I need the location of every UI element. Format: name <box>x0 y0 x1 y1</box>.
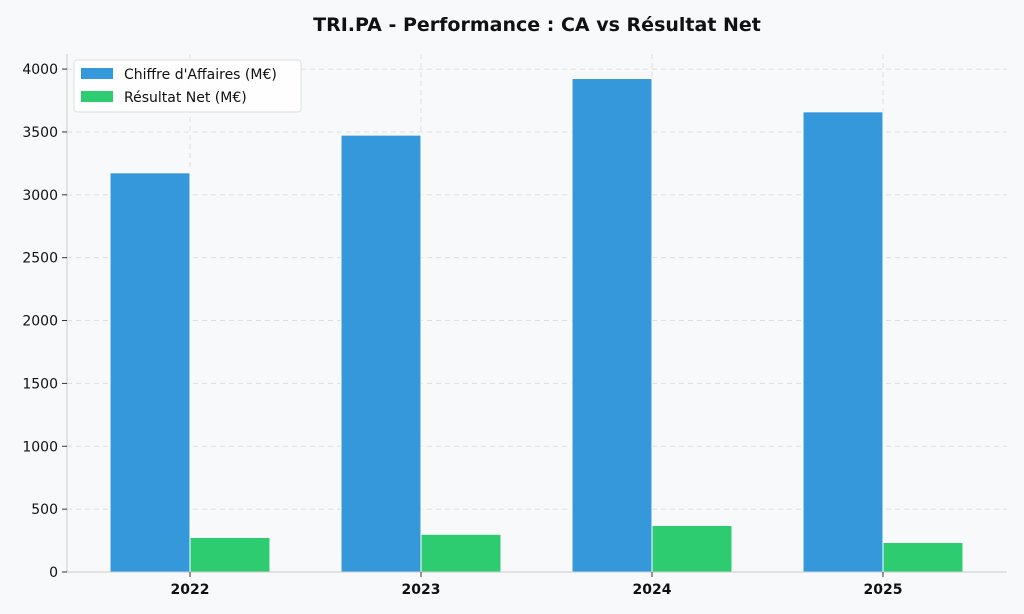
x-tick-label: 2025 <box>864 582 903 598</box>
bar-net-income-2022 <box>189 536 271 573</box>
x-axis-ticks: 2022 2023 2024 2025 <box>171 572 903 598</box>
legend-swatch <box>81 91 113 102</box>
legend-box <box>73 59 302 113</box>
x-tick-label: 2022 <box>171 582 210 598</box>
legend-swatch <box>81 68 113 79</box>
y-tick-label: 2500 <box>22 251 58 267</box>
x-tick-label: 2024 <box>633 582 672 598</box>
y-tick-label: 0 <box>49 565 58 581</box>
legend-label: Résultat Net (M€) <box>124 90 247 106</box>
y-tick-label: 1000 <box>22 439 58 455</box>
axes <box>66 54 1007 573</box>
y-tick-label: 500 <box>31 502 58 518</box>
bar-net-income-2023 <box>420 533 502 573</box>
legend-label: Chiffre d'Affaires (M€) <box>124 67 277 83</box>
y-tick-label: 3000 <box>22 188 58 204</box>
bar-net-income-2024 <box>651 524 733 573</box>
x-tick-label: 2023 <box>402 582 441 598</box>
bars <box>109 78 964 573</box>
bar-revenue-2022 <box>109 172 191 573</box>
legend: Chiffre d'Affaires (M€) Résultat Net (M€) <box>73 59 302 113</box>
y-tick-label: 1500 <box>22 376 58 392</box>
y-tick-label: 4000 <box>22 62 58 78</box>
chart-title: TRI.PA - Performance : CA vs Résultat Ne… <box>313 14 761 36</box>
y-tick-label: 3500 <box>22 125 58 141</box>
bar-revenue-2023 <box>340 134 422 573</box>
bar-revenue-2025 <box>802 111 884 573</box>
bar-net-income-2025 <box>882 541 964 573</box>
y-axis-ticks: 0 500 1000 1500 2000 2500 3000 3500 4000 <box>22 62 67 581</box>
bar-revenue-2024 <box>571 78 653 573</box>
y-tick-label: 2000 <box>22 314 58 330</box>
